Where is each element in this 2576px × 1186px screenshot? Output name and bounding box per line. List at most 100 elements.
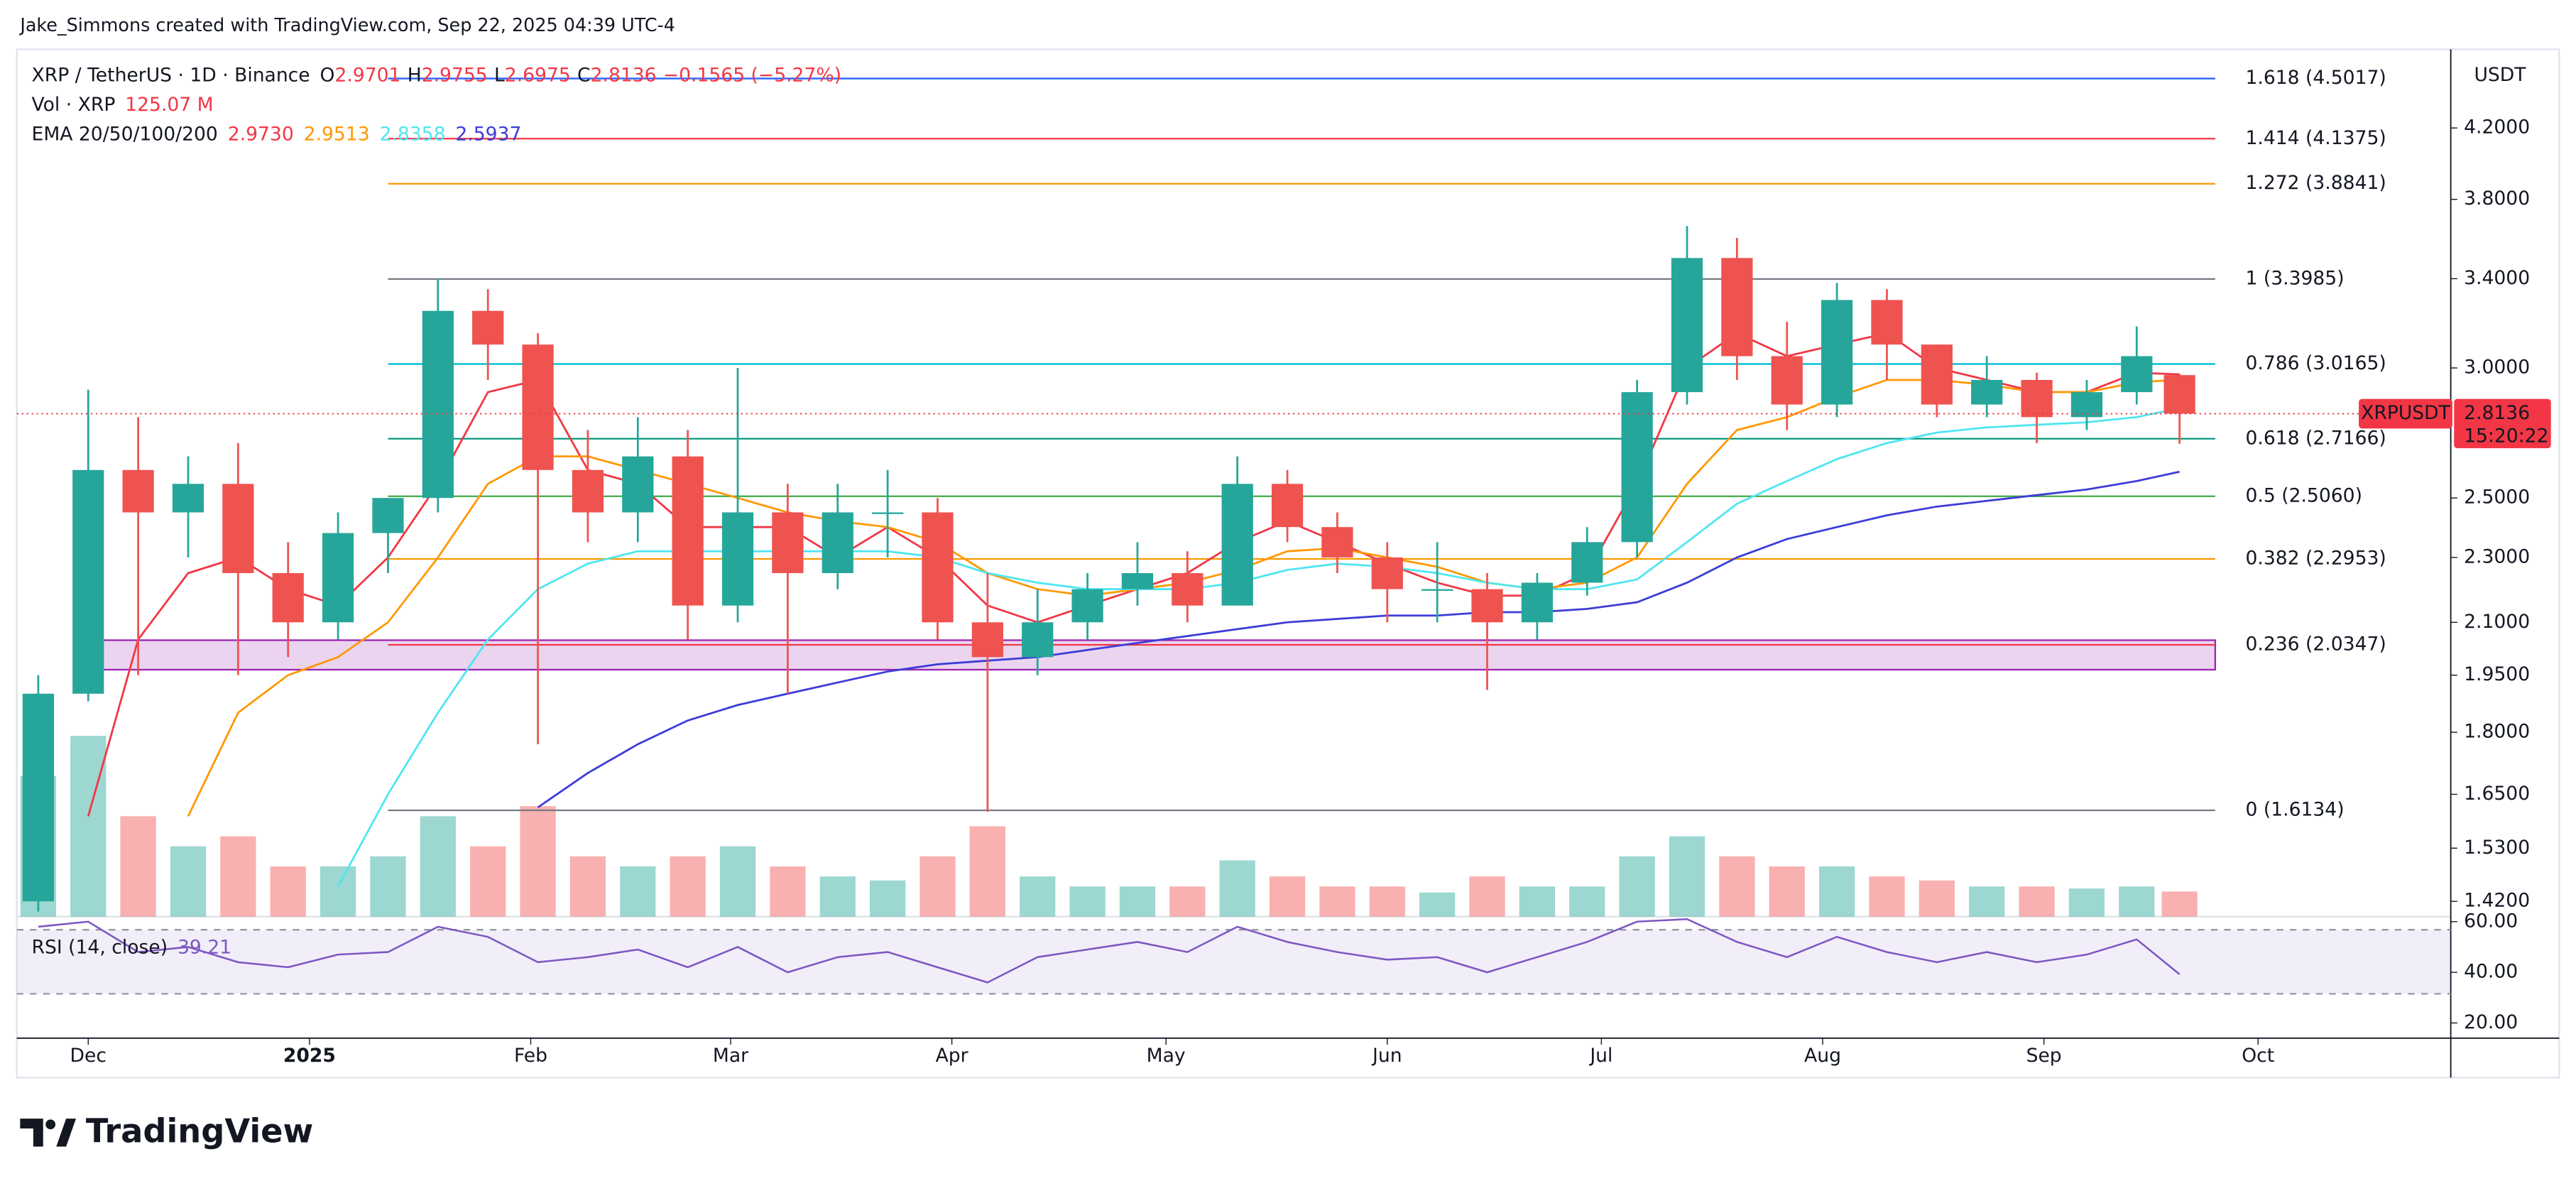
fib-label: 1.272 (3.8841) bbox=[2245, 172, 2386, 194]
volume-bar bbox=[420, 816, 456, 917]
candle-body bbox=[372, 498, 404, 533]
change: −0.1565 (−5.27%) bbox=[663, 64, 841, 86]
x-tick-label: Jul bbox=[1588, 1045, 1612, 1067]
fib-label: 0.382 (2.2953) bbox=[2245, 547, 2386, 569]
volume-bar bbox=[1169, 886, 1206, 917]
rsi-tick-label: 60.00 bbox=[2464, 910, 2518, 932]
volume-bar bbox=[1719, 856, 1755, 917]
y-tick-label: 2.1000 bbox=[2464, 611, 2530, 633]
symbol-legend: XRP / TetherUS · 1D · Binance O2.9701 H2.9… bbox=[32, 64, 841, 86]
fib-label: 0 (1.6134) bbox=[2245, 798, 2344, 820]
volume-bar bbox=[1869, 876, 1905, 917]
candle-body bbox=[1971, 379, 2003, 405]
symbol: XRP / TetherUS · 1D · Binance bbox=[32, 64, 310, 86]
candle-body bbox=[1221, 484, 1253, 606]
rsi-label: RSI (14, close) bbox=[32, 936, 168, 958]
candle-body bbox=[772, 512, 804, 574]
ema-line bbox=[537, 470, 2180, 809]
candle-body bbox=[222, 484, 254, 574]
candle-body bbox=[1471, 589, 1503, 623]
ema-line bbox=[337, 407, 2180, 887]
symbol-tag: XRPUSDT bbox=[2361, 402, 2450, 424]
x-tick-label: May bbox=[1147, 1045, 1186, 1067]
plot: 1.618 (4.5017) 1.414 (4.1375) 1.272 (3.884… bbox=[16, 67, 2451, 984]
symbol-tag-bg bbox=[2359, 398, 2452, 429]
volume-label: Vol · XRP bbox=[32, 94, 116, 116]
y-tick-label: 2.3000 bbox=[2464, 545, 2530, 567]
volume-bar bbox=[1669, 836, 1705, 917]
candle-body bbox=[1321, 527, 1353, 557]
volume-bar bbox=[1219, 860, 1255, 917]
candle-body bbox=[922, 512, 954, 623]
volume-bar bbox=[220, 836, 256, 917]
rsi-value: 39.21 bbox=[178, 936, 231, 958]
candle-body bbox=[971, 622, 1003, 658]
volume-bar bbox=[270, 866, 306, 917]
ohlc-value: 2.8136 bbox=[591, 64, 657, 86]
candle-body bbox=[1871, 300, 1903, 345]
volume-bar bbox=[819, 876, 856, 917]
fib-label: 0.786 (3.0165) bbox=[2245, 352, 2386, 374]
y-tick-label: 1.6500 bbox=[2464, 783, 2530, 805]
volume-bar bbox=[569, 856, 606, 917]
volume-bar bbox=[1919, 880, 1955, 917]
y-tick-label: 1.4200 bbox=[2464, 890, 2530, 912]
rsi-legend: RSI (14, close) 39.21 bbox=[32, 936, 232, 958]
volume-bar bbox=[1519, 886, 1556, 917]
candle-body bbox=[1421, 589, 1453, 591]
countdown: 15:20:22 bbox=[2464, 425, 2548, 447]
candle-body bbox=[22, 693, 54, 902]
y-tick-label: 1.9500 bbox=[2464, 663, 2530, 685]
volume-bar bbox=[1619, 856, 1655, 917]
ema-legend: EMA 20/50/100/200 2.9730 2.9513 2.8358 2.593… bbox=[32, 123, 522, 145]
candle-body bbox=[2163, 375, 2195, 414]
chart-frame bbox=[16, 48, 2560, 1079]
ohlc-label: L bbox=[494, 64, 505, 86]
volume-bar bbox=[1769, 866, 1805, 917]
candle-body bbox=[572, 469, 604, 513]
candle-body bbox=[272, 573, 304, 623]
fib-label: 1.414 (4.1375) bbox=[2245, 127, 2386, 149]
ema-value: 2.5937 bbox=[455, 123, 521, 145]
volume-bar bbox=[969, 826, 1005, 917]
volume-bar bbox=[670, 856, 706, 917]
volume-bar bbox=[120, 816, 156, 917]
volume-bar bbox=[620, 866, 656, 917]
candle-body bbox=[1172, 573, 1204, 606]
candle-body bbox=[172, 484, 204, 513]
volume-bar bbox=[170, 846, 207, 917]
volume-bar bbox=[2019, 886, 2055, 917]
volume-bar bbox=[1969, 886, 2005, 917]
candle-body bbox=[672, 456, 704, 606]
rsi-tick-label: 40.00 bbox=[2464, 961, 2518, 983]
candle-body bbox=[1022, 622, 1054, 658]
candle-body bbox=[2021, 379, 2053, 418]
volume-bar bbox=[770, 866, 806, 917]
volume-bar bbox=[370, 856, 406, 917]
fib-label: 1 (3.3985) bbox=[2245, 267, 2344, 289]
candle-body bbox=[2121, 356, 2153, 393]
candle-body bbox=[1771, 356, 1803, 405]
candle-body bbox=[1521, 582, 1554, 623]
x-tick-label: 2025 bbox=[283, 1045, 336, 1067]
x-tick-label: Apr bbox=[936, 1045, 968, 1067]
ema-label: EMA 20/50/100/200 bbox=[32, 123, 218, 145]
fib-label: 0.236 (2.0347) bbox=[2245, 633, 2386, 655]
volume-bar bbox=[320, 866, 356, 917]
candle-body bbox=[1271, 484, 1304, 528]
candle-body bbox=[822, 512, 853, 574]
x-tick-label: Dec bbox=[70, 1045, 107, 1067]
volume-bar bbox=[1569, 886, 1605, 917]
volume-value: 125.07 M bbox=[125, 94, 213, 116]
volume-bar bbox=[1119, 886, 1156, 917]
volume-bar bbox=[2119, 886, 2155, 917]
candle-body bbox=[1671, 258, 1703, 393]
volume-bar bbox=[1020, 876, 1056, 917]
attribution: Jake_Simmons created with TradingView.co… bbox=[18, 14, 675, 36]
volume-bar bbox=[1269, 876, 1306, 917]
candle-body bbox=[422, 310, 454, 499]
logo-shape bbox=[45, 1119, 56, 1130]
